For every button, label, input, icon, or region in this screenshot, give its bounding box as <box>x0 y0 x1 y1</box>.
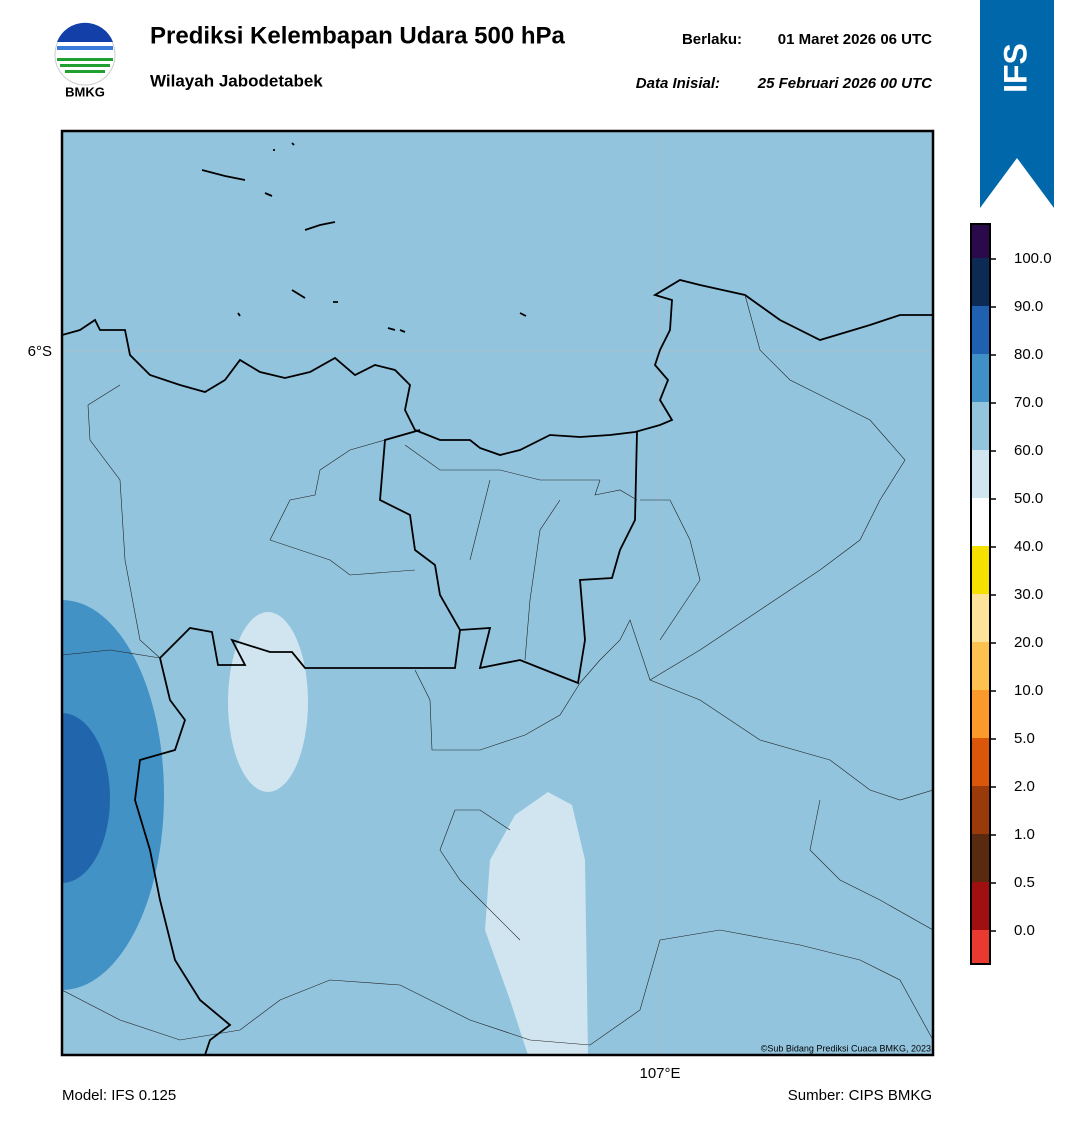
colorbar-label: 60.0 <box>1014 442 1043 459</box>
colorbar-label: 10.0 <box>1014 682 1043 699</box>
colorbar-label: 40.0 <box>1014 538 1043 555</box>
banner-text: IFS <box>997 43 1033 93</box>
colorbar-label: 1.0 <box>1014 826 1035 843</box>
banner <box>980 0 1054 208</box>
colorbar-label: 90.0 <box>1014 298 1043 315</box>
colorbar-label: 50.0 <box>1014 490 1043 507</box>
colorbar-label: 30.0 <box>1014 586 1043 603</box>
valid-time: 01 Maret 2026 06 UTC <box>778 31 932 48</box>
logo-text: BMKG <box>65 84 105 99</box>
footer-source: Sumber: CIPS BMKG <box>788 1087 932 1104</box>
map <box>62 131 933 1055</box>
lon-label: 107°E <box>639 1065 680 1082</box>
colorbar-label: 100.0 <box>1014 250 1052 267</box>
logo: BMKG <box>54 22 116 99</box>
colorbar-label: 80.0 <box>1014 346 1043 363</box>
colorbar-label: 20.0 <box>1014 634 1043 651</box>
valid-label: Berlaku: <box>682 31 742 48</box>
init-time: 25 Februari 2026 00 UTC <box>757 75 933 92</box>
title: Prediksi Kelembapan Udara 500 hPa <box>150 22 566 49</box>
map-frame <box>60 129 935 1057</box>
credit: ©Sub Bidang Prediksi Cuaca BMKG, 2023 <box>761 1043 931 1053</box>
colorbar-label: 0.0 <box>1014 922 1035 939</box>
footer-model: Model: IFS 0.125 <box>62 1087 176 1104</box>
subtitle: Wilayah Jabodetabek <box>150 71 323 90</box>
lat-label: 6°S <box>28 343 52 360</box>
colorbar-label: 2.0 <box>1014 778 1035 795</box>
colorbar-label: 5.0 <box>1014 730 1035 747</box>
colorbar <box>970 223 991 965</box>
colorbar-label: 70.0 <box>1014 394 1043 411</box>
init-label: Data Inisial: <box>636 75 720 92</box>
colorbar-label: 0.5 <box>1014 874 1035 891</box>
